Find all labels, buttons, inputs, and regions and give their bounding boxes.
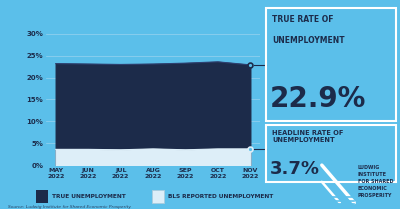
Text: BLS REPORTED UNEMPLOYMENT: BLS REPORTED UNEMPLOYMENT	[168, 194, 273, 199]
Text: Source: Ludwig Institute for Shared Economic Prosperity: Source: Ludwig Institute for Shared Econ…	[8, 205, 131, 209]
Text: 3.7%: 3.7%	[270, 160, 320, 178]
Text: TRUE RATE OF: TRUE RATE OF	[272, 15, 334, 24]
Text: LUDWIG
INSTITUTE
FOR SHARED
ECONOMIC
PROSPERITY: LUDWIG INSTITUTE FOR SHARED ECONOMIC PRO…	[358, 165, 394, 198]
Text: HEADLINE RATE OF
UNEMPLOYMENT: HEADLINE RATE OF UNEMPLOYMENT	[272, 130, 343, 143]
Text: UNEMPLOYMENT: UNEMPLOYMENT	[272, 36, 345, 45]
Text: 22.9%: 22.9%	[270, 85, 366, 113]
Text: TRUE UNEMPLOYMENT: TRUE UNEMPLOYMENT	[52, 194, 126, 199]
